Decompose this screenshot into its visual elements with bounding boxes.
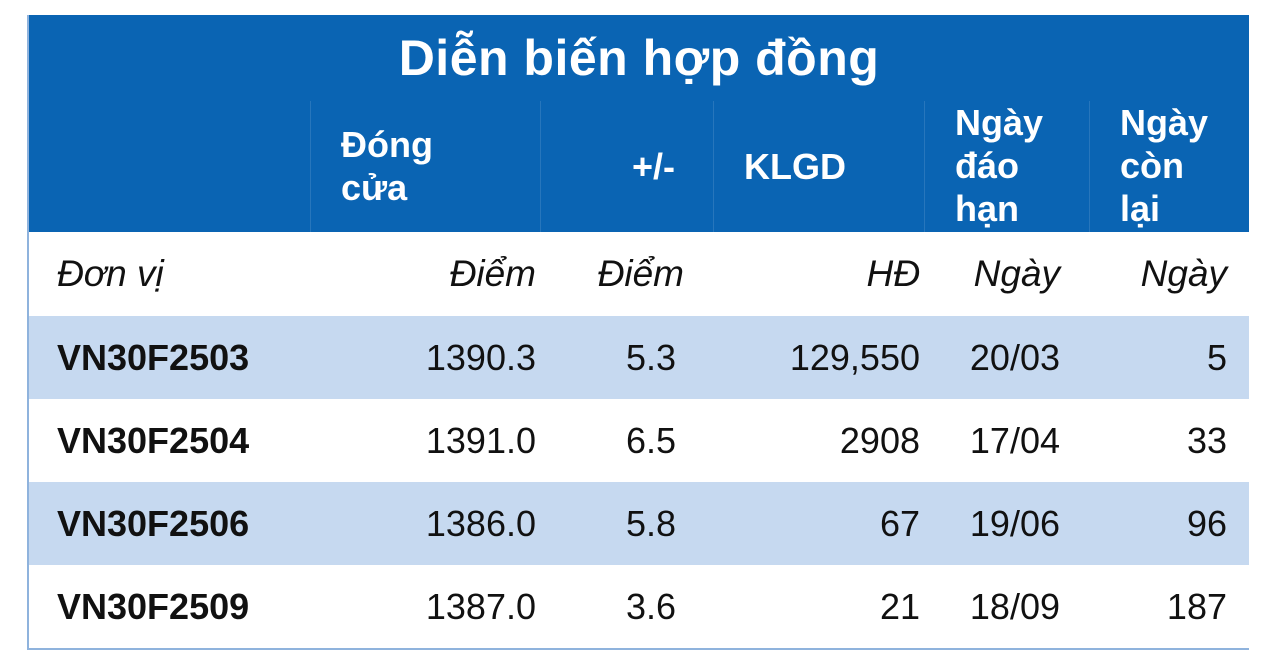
- contract-name: VN30F2503: [57, 336, 250, 378]
- expiry-value: 18/09: [969, 585, 1060, 627]
- header-volume: KLGD: [713, 101, 924, 232]
- close-value: 1386.0: [425, 502, 536, 544]
- volume-value: 2908: [839, 419, 920, 461]
- remaining-value: 33: [1186, 419, 1227, 461]
- expiry-value: 17/04: [969, 419, 1060, 461]
- table-bottom-border: [29, 648, 1249, 650]
- table-row: VN30F2504 1391.0 6.5 2908 17/04 33: [29, 399, 1249, 482]
- contract-name: VN30F2504: [57, 419, 250, 461]
- table-title: Diễn biến hợp đồng: [29, 15, 1249, 101]
- change-value: 6.5: [626, 419, 677, 461]
- header-empty: [29, 101, 310, 232]
- unit-expiry: Ngày: [973, 253, 1060, 294]
- volume-value: 21: [879, 585, 920, 627]
- header-expiry: Ngày đáo hạn: [924, 101, 1089, 232]
- contract-name: VN30F2506: [57, 502, 250, 544]
- close-value: 1390.3: [425, 336, 536, 378]
- contract-name: VN30F2509: [57, 585, 250, 627]
- header-remaining: Ngày còn lại: [1089, 101, 1249, 232]
- header-row: Đóng cửa +/- KLGD Ngày đáo hạn Ngày còn …: [29, 101, 1249, 232]
- table-row: VN30F2509 1387.0 3.6 21 18/09 187: [29, 565, 1249, 648]
- change-value: 5.8: [626, 502, 677, 544]
- header-close: Đóng cửa: [310, 101, 540, 232]
- units-row: Đơn vị Điểm Điểm HĐ Ngày Ngày: [29, 232, 1249, 316]
- volume-value: 129,550: [789, 336, 920, 378]
- remaining-value: 5: [1206, 336, 1227, 378]
- unit-label: Đơn vị: [57, 253, 164, 294]
- unit-volume: HĐ: [866, 253, 920, 294]
- header-change: +/-: [540, 101, 713, 232]
- change-value: 3.6: [626, 585, 677, 627]
- table-row: VN30F2506 1386.0 5.8 67 19/06 96: [29, 482, 1249, 565]
- contract-table: Diễn biến hợp đồng Đóng cửa +/- KLGD Ngà…: [27, 15, 1249, 650]
- table-row: VN30F2503 1390.3 5.3 129,550 20/03 5: [29, 316, 1249, 399]
- unit-remaining: Ngày: [1140, 253, 1227, 294]
- unit-close: Điểm: [449, 253, 536, 294]
- remaining-value: 187: [1166, 585, 1227, 627]
- expiry-value: 19/06: [969, 502, 1060, 544]
- change-value: 5.3: [626, 336, 677, 378]
- unit-change: Điểm: [597, 253, 684, 294]
- volume-value: 67: [879, 502, 920, 544]
- expiry-value: 20/03: [969, 336, 1060, 378]
- close-value: 1391.0: [425, 419, 536, 461]
- close-value: 1387.0: [425, 585, 536, 627]
- remaining-value: 96: [1186, 502, 1227, 544]
